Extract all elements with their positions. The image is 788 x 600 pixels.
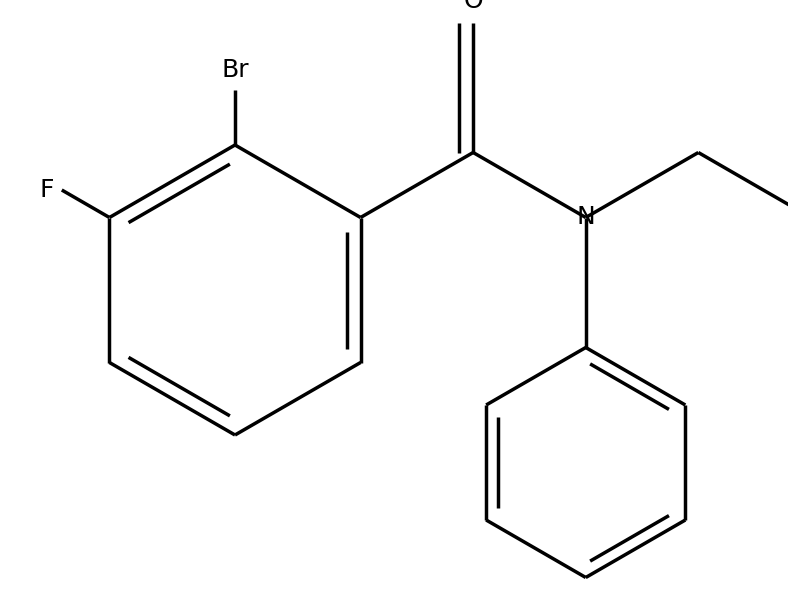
- Text: Br: Br: [221, 58, 249, 82]
- Text: O: O: [463, 0, 483, 13]
- Text: N: N: [576, 205, 595, 229]
- Text: F: F: [39, 178, 54, 202]
